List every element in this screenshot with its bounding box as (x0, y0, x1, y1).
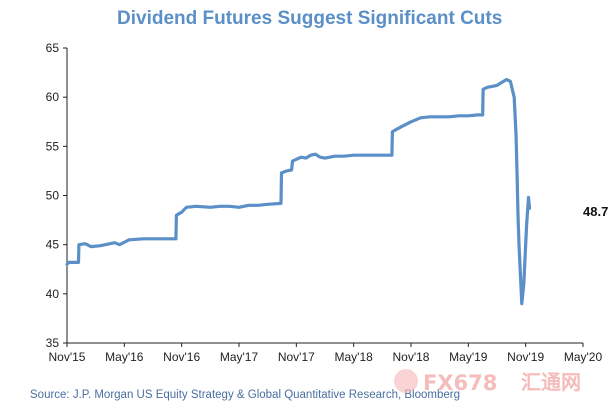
x-axis: Nov'15 May'16 Nov'16 May'17 Nov'17 May'18 Nov'… (49, 342, 603, 364)
x-tick-label: May'18 (335, 350, 374, 364)
series-group (65, 77, 532, 306)
x-tick-label: May'17 (220, 350, 259, 364)
y-tick-label: 45 (46, 238, 60, 252)
x-tick-label: May'19 (449, 350, 488, 364)
source-note: Source: J.P. Morgan US Equity Strategy &… (30, 389, 460, 401)
y-tick-label: 35 (46, 336, 60, 350)
y-tick-label: 40 (46, 287, 60, 301)
x-tick-label: Nov'18 (393, 350, 430, 364)
y-tick-label: 50 (46, 189, 60, 203)
chart-title: Dividend Futures Suggest Significant Cut… (117, 8, 502, 29)
x-tick-label: May'20 (564, 350, 603, 364)
x-tick-label: Nov'16 (163, 350, 200, 364)
x-tick-label: Nov'15 (49, 350, 86, 364)
y-tick-label: 60 (46, 90, 60, 104)
watermark-logo-icon (394, 369, 418, 393)
x-tick-label: May'16 (105, 350, 144, 364)
y-tick-label: 65 (46, 41, 60, 55)
x-tick-label: Nov'19 (507, 350, 544, 364)
series-line (65, 77, 532, 306)
end-value-label: 48.7 (583, 204, 608, 219)
x-tick-label: Nov'17 (278, 350, 315, 364)
y-axis: 35 40 45 50 55 60 65 (46, 41, 68, 350)
watermark: FX678 汇通网 (394, 369, 581, 395)
y-tick-label: 55 (46, 139, 60, 153)
watermark-text: FX678 (423, 371, 497, 395)
watermark-cjk: 汇通网 (521, 370, 581, 394)
